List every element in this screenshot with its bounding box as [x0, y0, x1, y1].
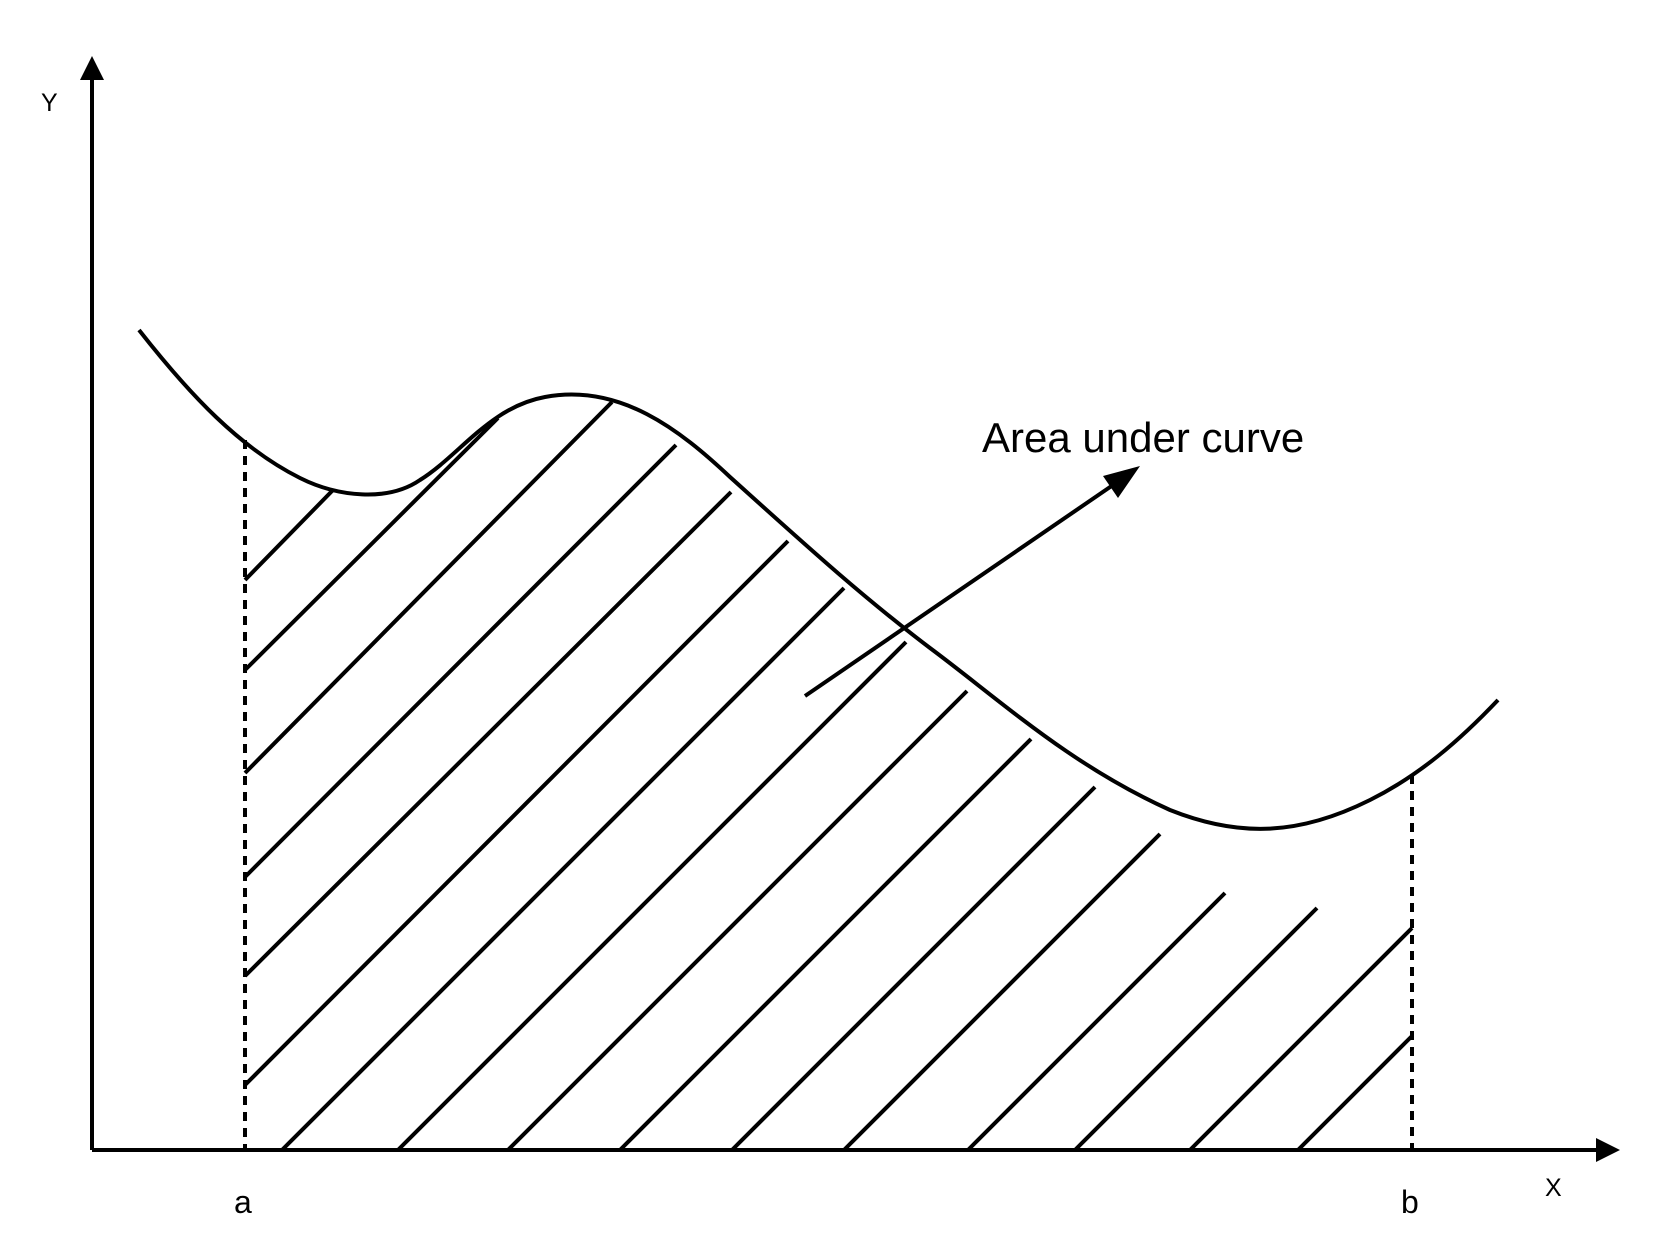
hatch-line	[243, 488, 335, 582]
lower-bound-label: a	[234, 1184, 252, 1220]
annotation-label: Area under curve	[982, 414, 1304, 461]
x-axis-arrow-icon	[1596, 1138, 1620, 1162]
hatch-line	[243, 400, 614, 775]
y-axis-label: Y	[41, 89, 58, 117]
hatch-line	[243, 443, 678, 879]
hatch-line	[1188, 926, 1414, 1152]
hatch-line	[243, 416, 500, 672]
hatch-line	[966, 891, 1227, 1152]
y-axis-arrow-icon	[80, 56, 104, 80]
function-curve	[137, 328, 1500, 831]
upper-bound-label: b	[1401, 1184, 1419, 1220]
hatch-line	[618, 737, 1033, 1152]
hatch-line	[730, 785, 1097, 1152]
hatch-line	[243, 490, 733, 978]
hatch-line	[396, 640, 908, 1152]
area-hatching	[243, 400, 1414, 1152]
hatch-line	[1296, 1034, 1414, 1152]
x-axis-label: X	[1545, 1174, 1562, 1202]
hatch-line	[1073, 906, 1319, 1152]
hatch-line	[243, 539, 790, 1087]
hatch-line	[506, 689, 969, 1152]
annotation-arrow-icon	[1103, 466, 1140, 498]
annotation-arrow-line	[803, 483, 1115, 698]
hatch-line	[842, 832, 1162, 1152]
hatch-line	[280, 586, 846, 1152]
